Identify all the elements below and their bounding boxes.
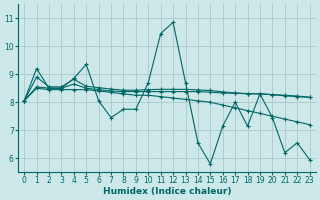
X-axis label: Humidex (Indice chaleur): Humidex (Indice chaleur) bbox=[103, 187, 231, 196]
